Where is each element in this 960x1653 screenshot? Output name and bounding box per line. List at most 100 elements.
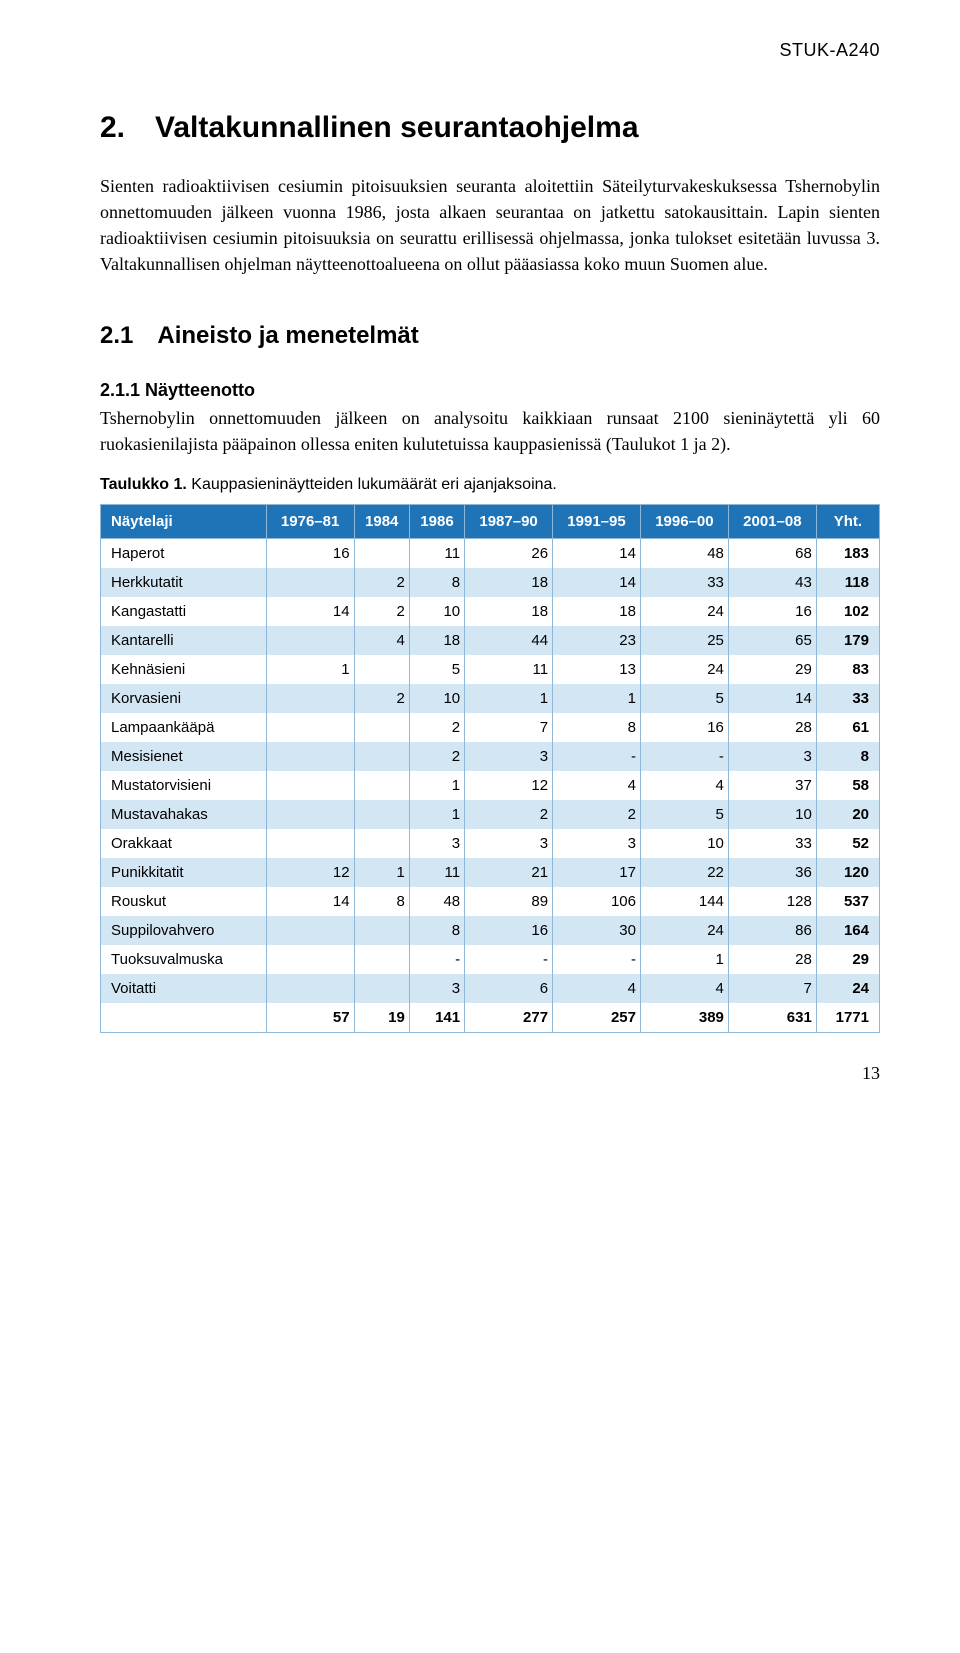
table-total-cell: 141 (409, 1003, 464, 1033)
table-cell: 1 (266, 655, 354, 684)
table-cell: 48 (640, 538, 728, 568)
table-cell (266, 974, 354, 1003)
table-cell (266, 742, 354, 771)
table-total-cell: 1771 (816, 1003, 879, 1033)
table-cell: 52 (816, 829, 879, 858)
table-cell: 14 (553, 538, 641, 568)
table-cell (354, 713, 409, 742)
table-cell: Orakkaat (101, 829, 267, 858)
table-total-cell: 257 (553, 1003, 641, 1033)
table-cell: - (553, 945, 641, 974)
table-header-cell: 1987–90 (465, 504, 553, 538)
table-cell: Korvasieni (101, 684, 267, 713)
table-header-cell: 1976–81 (266, 504, 354, 538)
table-cell: 2 (409, 713, 464, 742)
chapter-heading: 2. Valtakunnallinen seurantaohjelma (100, 111, 880, 145)
table-cell: 21 (465, 858, 553, 887)
table-caption-text: Kauppasieninäytteiden lukumäärät eri aja… (187, 476, 557, 493)
table-cell: - (553, 742, 641, 771)
table-cell: 4 (553, 771, 641, 800)
table-cell (354, 829, 409, 858)
table-cell (354, 538, 409, 568)
table-cell: 3 (553, 829, 641, 858)
table-cell: 2 (354, 568, 409, 597)
table-header-cell: 2001–08 (728, 504, 816, 538)
table-cell: 14 (266, 887, 354, 916)
table-row: Haperot161126144868183 (101, 538, 880, 568)
table-cell: 102 (816, 597, 879, 626)
table-cell: 83 (816, 655, 879, 684)
table-cell: 29 (728, 655, 816, 684)
table-total-row: 57191412772573896311771 (101, 1003, 880, 1033)
table-cell: 18 (553, 597, 641, 626)
table-row: Orakkaat333103352 (101, 829, 880, 858)
table-cell: 1 (409, 771, 464, 800)
table-cell: Kangastatti (101, 597, 267, 626)
table-cell: 5 (640, 800, 728, 829)
table-cell: 164 (816, 916, 879, 945)
table-cell: 120 (816, 858, 879, 887)
page-number: 13 (100, 1063, 880, 1084)
table-cell: 28 (728, 713, 816, 742)
table-cell: 8 (354, 887, 409, 916)
table-cell: 58 (816, 771, 879, 800)
table-cell: 14 (728, 684, 816, 713)
table-cell: 61 (816, 713, 879, 742)
table-cell (266, 829, 354, 858)
table-cell (266, 626, 354, 655)
table-header-cell: 1991–95 (553, 504, 641, 538)
table-row: Mustatorvisieni112443758 (101, 771, 880, 800)
table-cell: 16 (465, 916, 553, 945)
table-total-cell: 277 (465, 1003, 553, 1033)
table-cell: 33 (640, 568, 728, 597)
table-cell (266, 771, 354, 800)
table-cell: 33 (816, 684, 879, 713)
subsection-paragraph: Tshernobylin onnettomuuden jälkeen on an… (100, 405, 880, 457)
document-code: STUK-A240 (100, 40, 880, 61)
table-cell: 65 (728, 626, 816, 655)
table-cell: 128 (728, 887, 816, 916)
table-cell (354, 655, 409, 684)
table-cell: - (465, 945, 553, 974)
table-cell: 183 (816, 538, 879, 568)
table-cell: 5 (640, 684, 728, 713)
table-cell: 13 (553, 655, 641, 684)
table-cell: Mesisienet (101, 742, 267, 771)
table-cell: 1 (465, 684, 553, 713)
table-row: Voitatti3644724 (101, 974, 880, 1003)
table-cell: 12 (465, 771, 553, 800)
table-cell: Voitatti (101, 974, 267, 1003)
table-cell: 1 (409, 800, 464, 829)
table-cell: 18 (409, 626, 464, 655)
table-cell: 7 (728, 974, 816, 1003)
table-cell: 36 (728, 858, 816, 887)
table-cell: 24 (640, 597, 728, 626)
table-cell (354, 974, 409, 1003)
subsection-heading: 2.1.1 Näytteenotto (100, 380, 880, 401)
table-cell: 22 (640, 858, 728, 887)
table-cell: 1 (640, 945, 728, 974)
table-cell (266, 945, 354, 974)
table-cell (266, 713, 354, 742)
table-cell: 179 (816, 626, 879, 655)
table-cell: 1 (553, 684, 641, 713)
table-cell (266, 684, 354, 713)
table-cell: 20 (816, 800, 879, 829)
table-cell: - (409, 945, 464, 974)
table-row: Herkkutatit2818143343118 (101, 568, 880, 597)
table-cell: 2 (354, 597, 409, 626)
table-cell: 44 (465, 626, 553, 655)
table-row: Lampaankääpä278162861 (101, 713, 880, 742)
table-cell: 1 (354, 858, 409, 887)
table-cell: 29 (816, 945, 879, 974)
table-cell: 118 (816, 568, 879, 597)
table-cell: 6 (465, 974, 553, 1003)
table-header-cell: Näytelaji (101, 504, 267, 538)
table-cell: 24 (640, 655, 728, 684)
table-cell: 25 (640, 626, 728, 655)
table-header-row: Näytelaji1976–81198419861987–901991–9519… (101, 504, 880, 538)
table-cell: Tuoksuvalmuska (101, 945, 267, 974)
sample-counts-table: Näytelaji1976–81198419861987–901991–9519… (100, 504, 880, 1033)
table-cell: 30 (553, 916, 641, 945)
table-cell (354, 771, 409, 800)
